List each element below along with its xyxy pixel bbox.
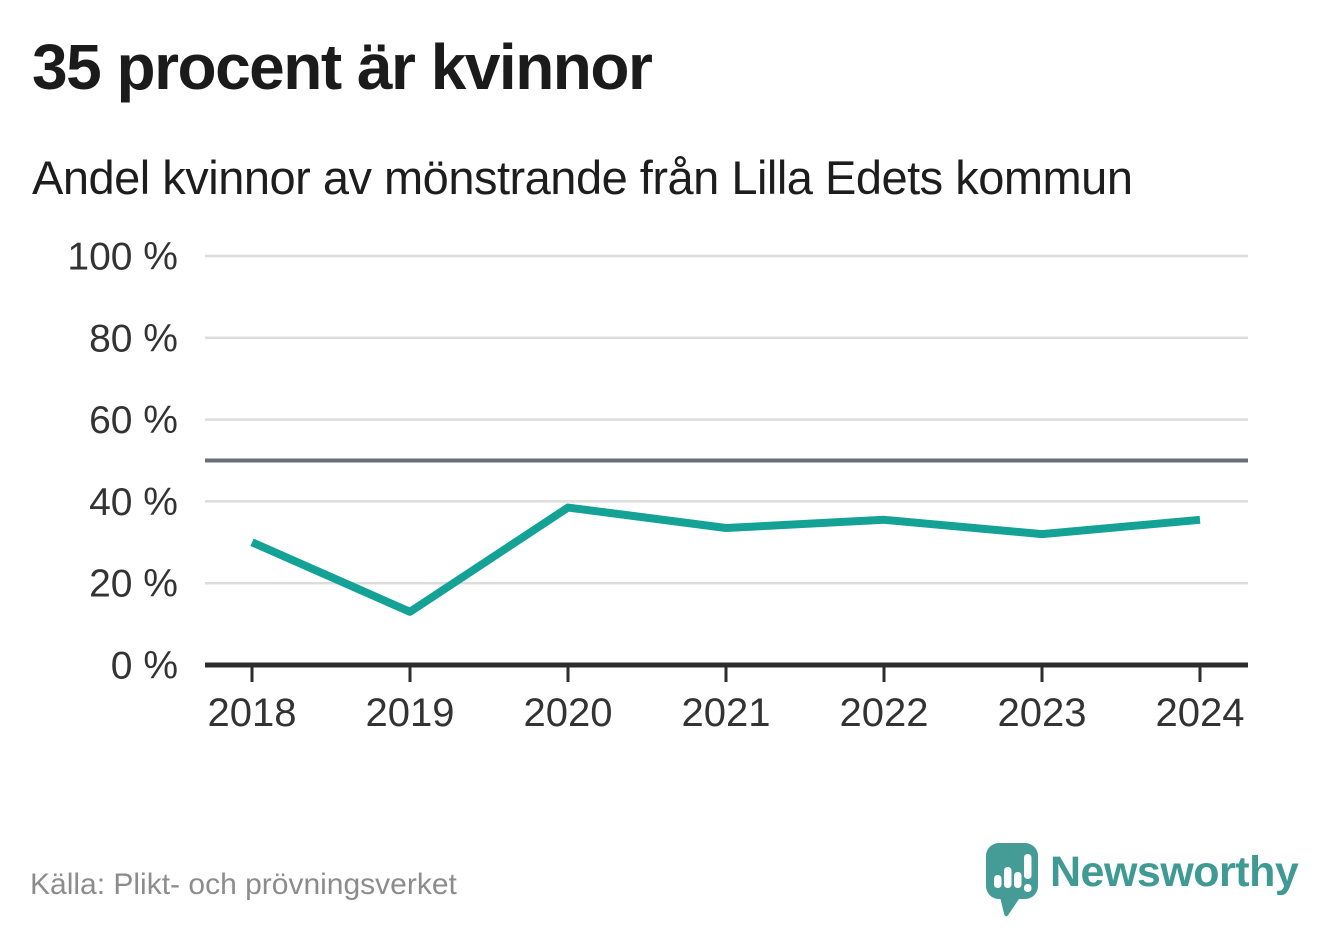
y-tick-label: 40 % bbox=[89, 481, 178, 524]
brand-name: Newsworthy bbox=[1050, 848, 1299, 896]
x-tick-label: 2023 bbox=[998, 691, 1087, 735]
y-tick-label: 80 % bbox=[89, 317, 178, 360]
data-line-andel-kvinnor bbox=[250, 503, 1201, 616]
y-tick-label: 0 % bbox=[111, 645, 178, 688]
x-tick-label: 2020 bbox=[524, 691, 613, 735]
x-tick-label: 2021 bbox=[682, 691, 771, 735]
y-tick-label: 20 % bbox=[89, 563, 178, 606]
x-tick-label: 2024 bbox=[1156, 691, 1245, 735]
newsworthy-logo: Newsworthy bbox=[985, 842, 1299, 922]
x-tick-label: 2018 bbox=[208, 691, 297, 735]
x-tick-label: 2022 bbox=[840, 691, 929, 735]
chart-subtitle: Andel kvinnor av mönstrande från Lilla E… bbox=[32, 151, 1133, 204]
newsworthy-speech-bubble-bar-chart-icon bbox=[986, 843, 1038, 917]
y-tick-label: 60 % bbox=[89, 399, 178, 442]
y-tick-label: 100 % bbox=[67, 236, 178, 279]
x-tick-label: 2019 bbox=[366, 691, 455, 735]
chart-title: 35 procent är kvinnor bbox=[32, 31, 653, 103]
source-note: Källa: Plikt- och prövningsverket bbox=[30, 868, 457, 901]
